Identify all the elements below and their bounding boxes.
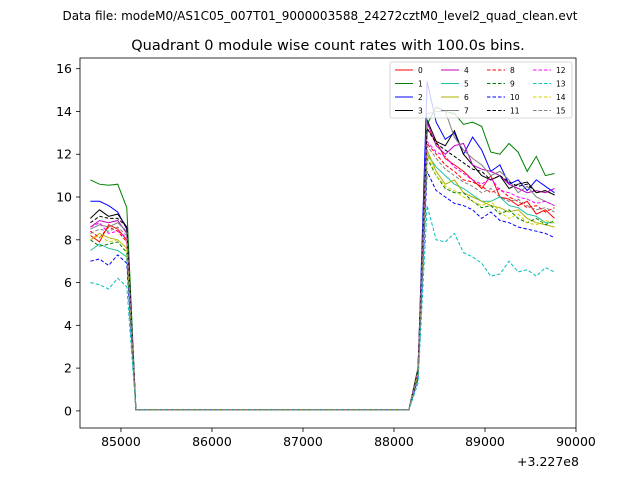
series-line-0 (90, 127, 555, 411)
y-tick-label: 16 (56, 61, 72, 76)
series-line-3 (90, 119, 555, 411)
y-tick-label: 12 (56, 147, 72, 162)
x-tick-label: 88000 (374, 434, 414, 449)
series-line-10 (90, 171, 555, 411)
series-line-8 (90, 142, 555, 411)
plot-area: 85000 86000 87000 88000 89000 900000246810121… (56, 57, 596, 449)
x-tick-label: 85000 (101, 434, 141, 449)
chart-title: Quadrant 0 module wise count rates with … (131, 38, 525, 54)
series-line-11 (90, 126, 555, 411)
series-line-14 (90, 154, 555, 411)
series-line-5 (90, 152, 555, 411)
legend-label-4: 4 (464, 66, 469, 75)
series-line-7 (90, 111, 555, 411)
legend-box (389, 61, 573, 119)
y-tick-label: 2 (64, 361, 72, 376)
legend-label-15: 15 (556, 107, 566, 116)
series-line-4 (90, 122, 555, 411)
series-line-9 (90, 156, 555, 411)
legend-label-13: 13 (556, 80, 566, 89)
legend-label-7: 7 (464, 107, 469, 116)
legend-label-9: 9 (510, 80, 515, 89)
legend-label-5: 5 (464, 80, 469, 89)
legend-label-6: 6 (464, 93, 469, 102)
legend-label-0: 0 (418, 66, 423, 75)
legend-label-3: 3 (418, 107, 423, 116)
y-tick-label: 8 (64, 232, 72, 247)
y-tick-label: 6 (64, 275, 72, 290)
x-tick-label: 90000 (556, 434, 596, 449)
legend-label-14: 14 (556, 93, 566, 102)
legend-label-1: 1 (418, 80, 423, 89)
y-tick-label: 10 (56, 190, 72, 205)
legend-label-12: 12 (556, 66, 566, 75)
data-file-suptitle: Data file: modeM0/AS1C05_007T01_90000035… (62, 9, 577, 23)
legend-label-2: 2 (418, 93, 423, 102)
x-tick-label: 86000 (192, 434, 232, 449)
y-tick-label: 0 (64, 403, 72, 418)
x-offset-label: +3.227e8 (517, 454, 579, 469)
legend-label-11: 11 (510, 107, 520, 116)
axes-frame (79, 57, 577, 429)
y-tick-label: 4 (64, 318, 72, 333)
y-tick-label: 14 (56, 104, 72, 119)
legend-label-10: 10 (510, 93, 520, 102)
series-line-12 (90, 140, 555, 411)
x-tick-label: 87000 (283, 434, 323, 449)
legend-label-8: 8 (510, 66, 515, 75)
series-line-13 (90, 205, 555, 411)
x-tick-label: 89000 (465, 434, 505, 449)
